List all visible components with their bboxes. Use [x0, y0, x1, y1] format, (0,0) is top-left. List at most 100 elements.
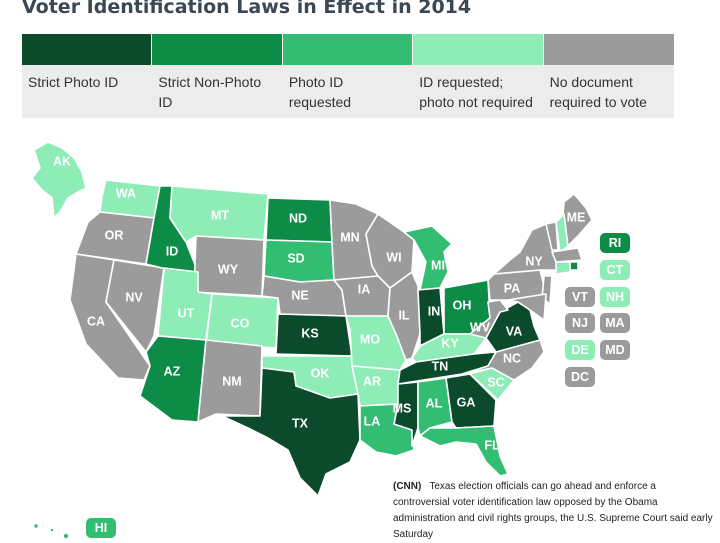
- map-title: Voter Identification Laws in Effect in 2…: [22, 0, 472, 18]
- state-label: NC: [503, 351, 521, 365]
- state-label: CO: [231, 316, 250, 330]
- state-label: TN: [432, 359, 449, 373]
- badge-hi[interactable]: HI: [86, 518, 116, 538]
- legend-swatch: [282, 34, 414, 65]
- state-md[interactable]: [507, 293, 547, 321]
- legend-swatch: [543, 34, 675, 65]
- badge-label: DE: [571, 343, 589, 357]
- state-label: VA: [506, 324, 522, 338]
- state-mi[interactable]: [403, 225, 453, 291]
- badge-md[interactable]: MD: [600, 340, 630, 360]
- legend-swatch: [22, 34, 153, 65]
- badge-dc[interactable]: DC: [565, 367, 595, 387]
- news-caption: (CNN) Texas election officials can go ahe…: [393, 479, 713, 543]
- state-ct[interactable]: [555, 261, 571, 275]
- state-label: FL: [484, 438, 500, 452]
- state-nm[interactable]: [197, 339, 263, 423]
- badge-de[interactable]: DE: [565, 340, 595, 360]
- state-label: NV: [125, 290, 143, 304]
- badge-vt[interactable]: VT: [565, 287, 595, 307]
- state-ri[interactable]: [569, 261, 579, 271]
- state-label: MT: [211, 208, 229, 222]
- legend: Strict Photo ID Strict Non-Photo ID Phot…: [22, 34, 675, 118]
- state-label: OK: [311, 366, 330, 380]
- state-tx[interactable]: [221, 367, 361, 497]
- state-vt[interactable]: [545, 221, 559, 251]
- badge-label: CT: [606, 263, 624, 277]
- state-label: MO: [360, 332, 380, 346]
- legend-label-line: Photo ID: [288, 74, 344, 90]
- legend-item-no-document: No document required to vote: [543, 34, 675, 118]
- legend-label-line: ID requested;: [419, 74, 504, 90]
- state-label: PA: [504, 281, 520, 295]
- state-ak[interactable]: [31, 141, 87, 219]
- state-label: IA: [358, 282, 371, 296]
- state-label: ID: [166, 244, 179, 258]
- badge-ct[interactable]: CT: [600, 260, 630, 280]
- state-label: WV: [470, 320, 491, 334]
- state-hi-island: [49, 527, 55, 533]
- badge-label: HI: [94, 521, 108, 535]
- state-label: AK: [53, 154, 71, 168]
- legend-item-photo-id-requested: Photo ID requested: [282, 34, 414, 118]
- badge-nh[interactable]: NH: [600, 287, 630, 307]
- legend-item-id-requested: ID requested; photo not required: [413, 34, 544, 118]
- state-label: GA: [457, 395, 476, 409]
- legend-swatch: [152, 34, 283, 65]
- state-label: SD: [287, 251, 304, 265]
- state-label: IL: [398, 308, 409, 322]
- state-label: OH: [453, 298, 472, 312]
- badge-label: NH: [605, 290, 625, 304]
- state-label: MS: [393, 401, 412, 415]
- state-fl[interactable]: [419, 425, 509, 477]
- state-label: WY: [218, 262, 239, 276]
- state-label: LA: [364, 414, 381, 428]
- state-nh[interactable]: [555, 213, 569, 253]
- state-label: CA: [87, 314, 105, 328]
- state-hi-island: [32, 522, 40, 530]
- state-label: AR: [363, 374, 381, 388]
- state-hi-island: [62, 532, 70, 540]
- state-label: KS: [301, 326, 318, 340]
- state-label: WI: [386, 250, 401, 264]
- legend-item-strict-non-photo-id: Strict Non-Photo ID: [152, 34, 283, 118]
- state-label: TX: [292, 416, 309, 430]
- legend-label-line: No document: [549, 74, 633, 90]
- state-label: AL: [426, 396, 443, 410]
- badge-ri[interactable]: RI: [600, 233, 630, 253]
- legend-label-line: photo not required: [419, 94, 533, 110]
- state-label: AZ: [164, 364, 181, 378]
- legend-label-line: ID: [158, 94, 173, 110]
- state-wv[interactable]: [469, 299, 509, 339]
- state-label: ND: [289, 211, 307, 225]
- state-label: WA: [116, 186, 136, 200]
- state-label: NM: [222, 374, 241, 388]
- state-label: NY: [525, 254, 543, 268]
- state-az[interactable]: [139, 335, 207, 423]
- legend-swatch: [413, 34, 544, 65]
- state-label: KY: [441, 336, 459, 350]
- badge-label: MA: [605, 316, 625, 330]
- state-label: MN: [340, 230, 359, 244]
- legend-item-strict-photo-id: Strict Photo ID: [22, 34, 153, 118]
- legend-label-line: Strict Non-Photo: [158, 74, 262, 90]
- badge-label: DC: [570, 370, 590, 384]
- caption-source: (CNN): [393, 481, 422, 492]
- state-label: OR: [105, 228, 124, 242]
- state-label: NE: [291, 288, 308, 302]
- state-label: UT: [178, 306, 195, 320]
- state-ma[interactable]: [551, 247, 583, 263]
- badge-label: NJ: [572, 316, 588, 330]
- badge-ma[interactable]: MA: [600, 313, 630, 333]
- state-nc[interactable]: [461, 339, 545, 381]
- state-label: SC: [487, 375, 504, 389]
- legend-label-line: Strict Photo ID: [28, 74, 119, 90]
- legend-label-line: requested: [288, 94, 352, 110]
- state-label: MI: [431, 258, 445, 272]
- badge-label: VT: [572, 290, 588, 304]
- badge-nj[interactable]: NJ: [565, 313, 595, 333]
- state-label: ME: [567, 210, 586, 224]
- us-map: AK WA OR CA NV ID MT WY UT CO AZ NM ND S…: [31, 141, 593, 540]
- badge-label: MD: [605, 343, 625, 357]
- state-label: IN: [428, 304, 441, 318]
